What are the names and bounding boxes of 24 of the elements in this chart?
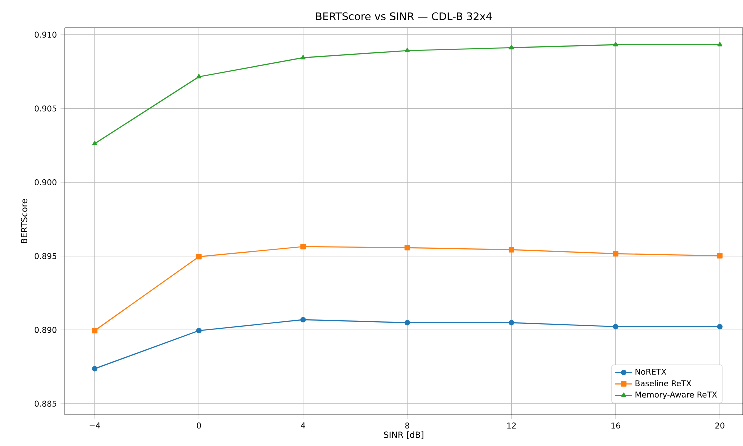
point <box>300 244 306 250</box>
point <box>404 245 410 251</box>
point <box>92 141 98 146</box>
point <box>405 48 410 53</box>
y-axis-title: BERTScore <box>21 199 28 244</box>
point <box>300 55 306 60</box>
point <box>613 324 619 330</box>
point <box>196 328 202 334</box>
point <box>196 254 202 260</box>
point <box>718 42 723 47</box>
point <box>404 320 410 326</box>
point <box>196 74 202 79</box>
point <box>613 42 618 47</box>
point <box>300 317 306 323</box>
point <box>508 320 514 326</box>
x-axis-title: SINR [dB] <box>384 432 424 440</box>
point <box>92 328 98 334</box>
point <box>92 366 98 372</box>
point <box>717 324 723 330</box>
chart-title: BERTScore vs SINR — CDL-B 32x4 <box>316 12 492 20</box>
point <box>613 251 619 257</box>
point <box>508 247 514 253</box>
point <box>717 253 723 259</box>
point <box>509 45 514 50</box>
